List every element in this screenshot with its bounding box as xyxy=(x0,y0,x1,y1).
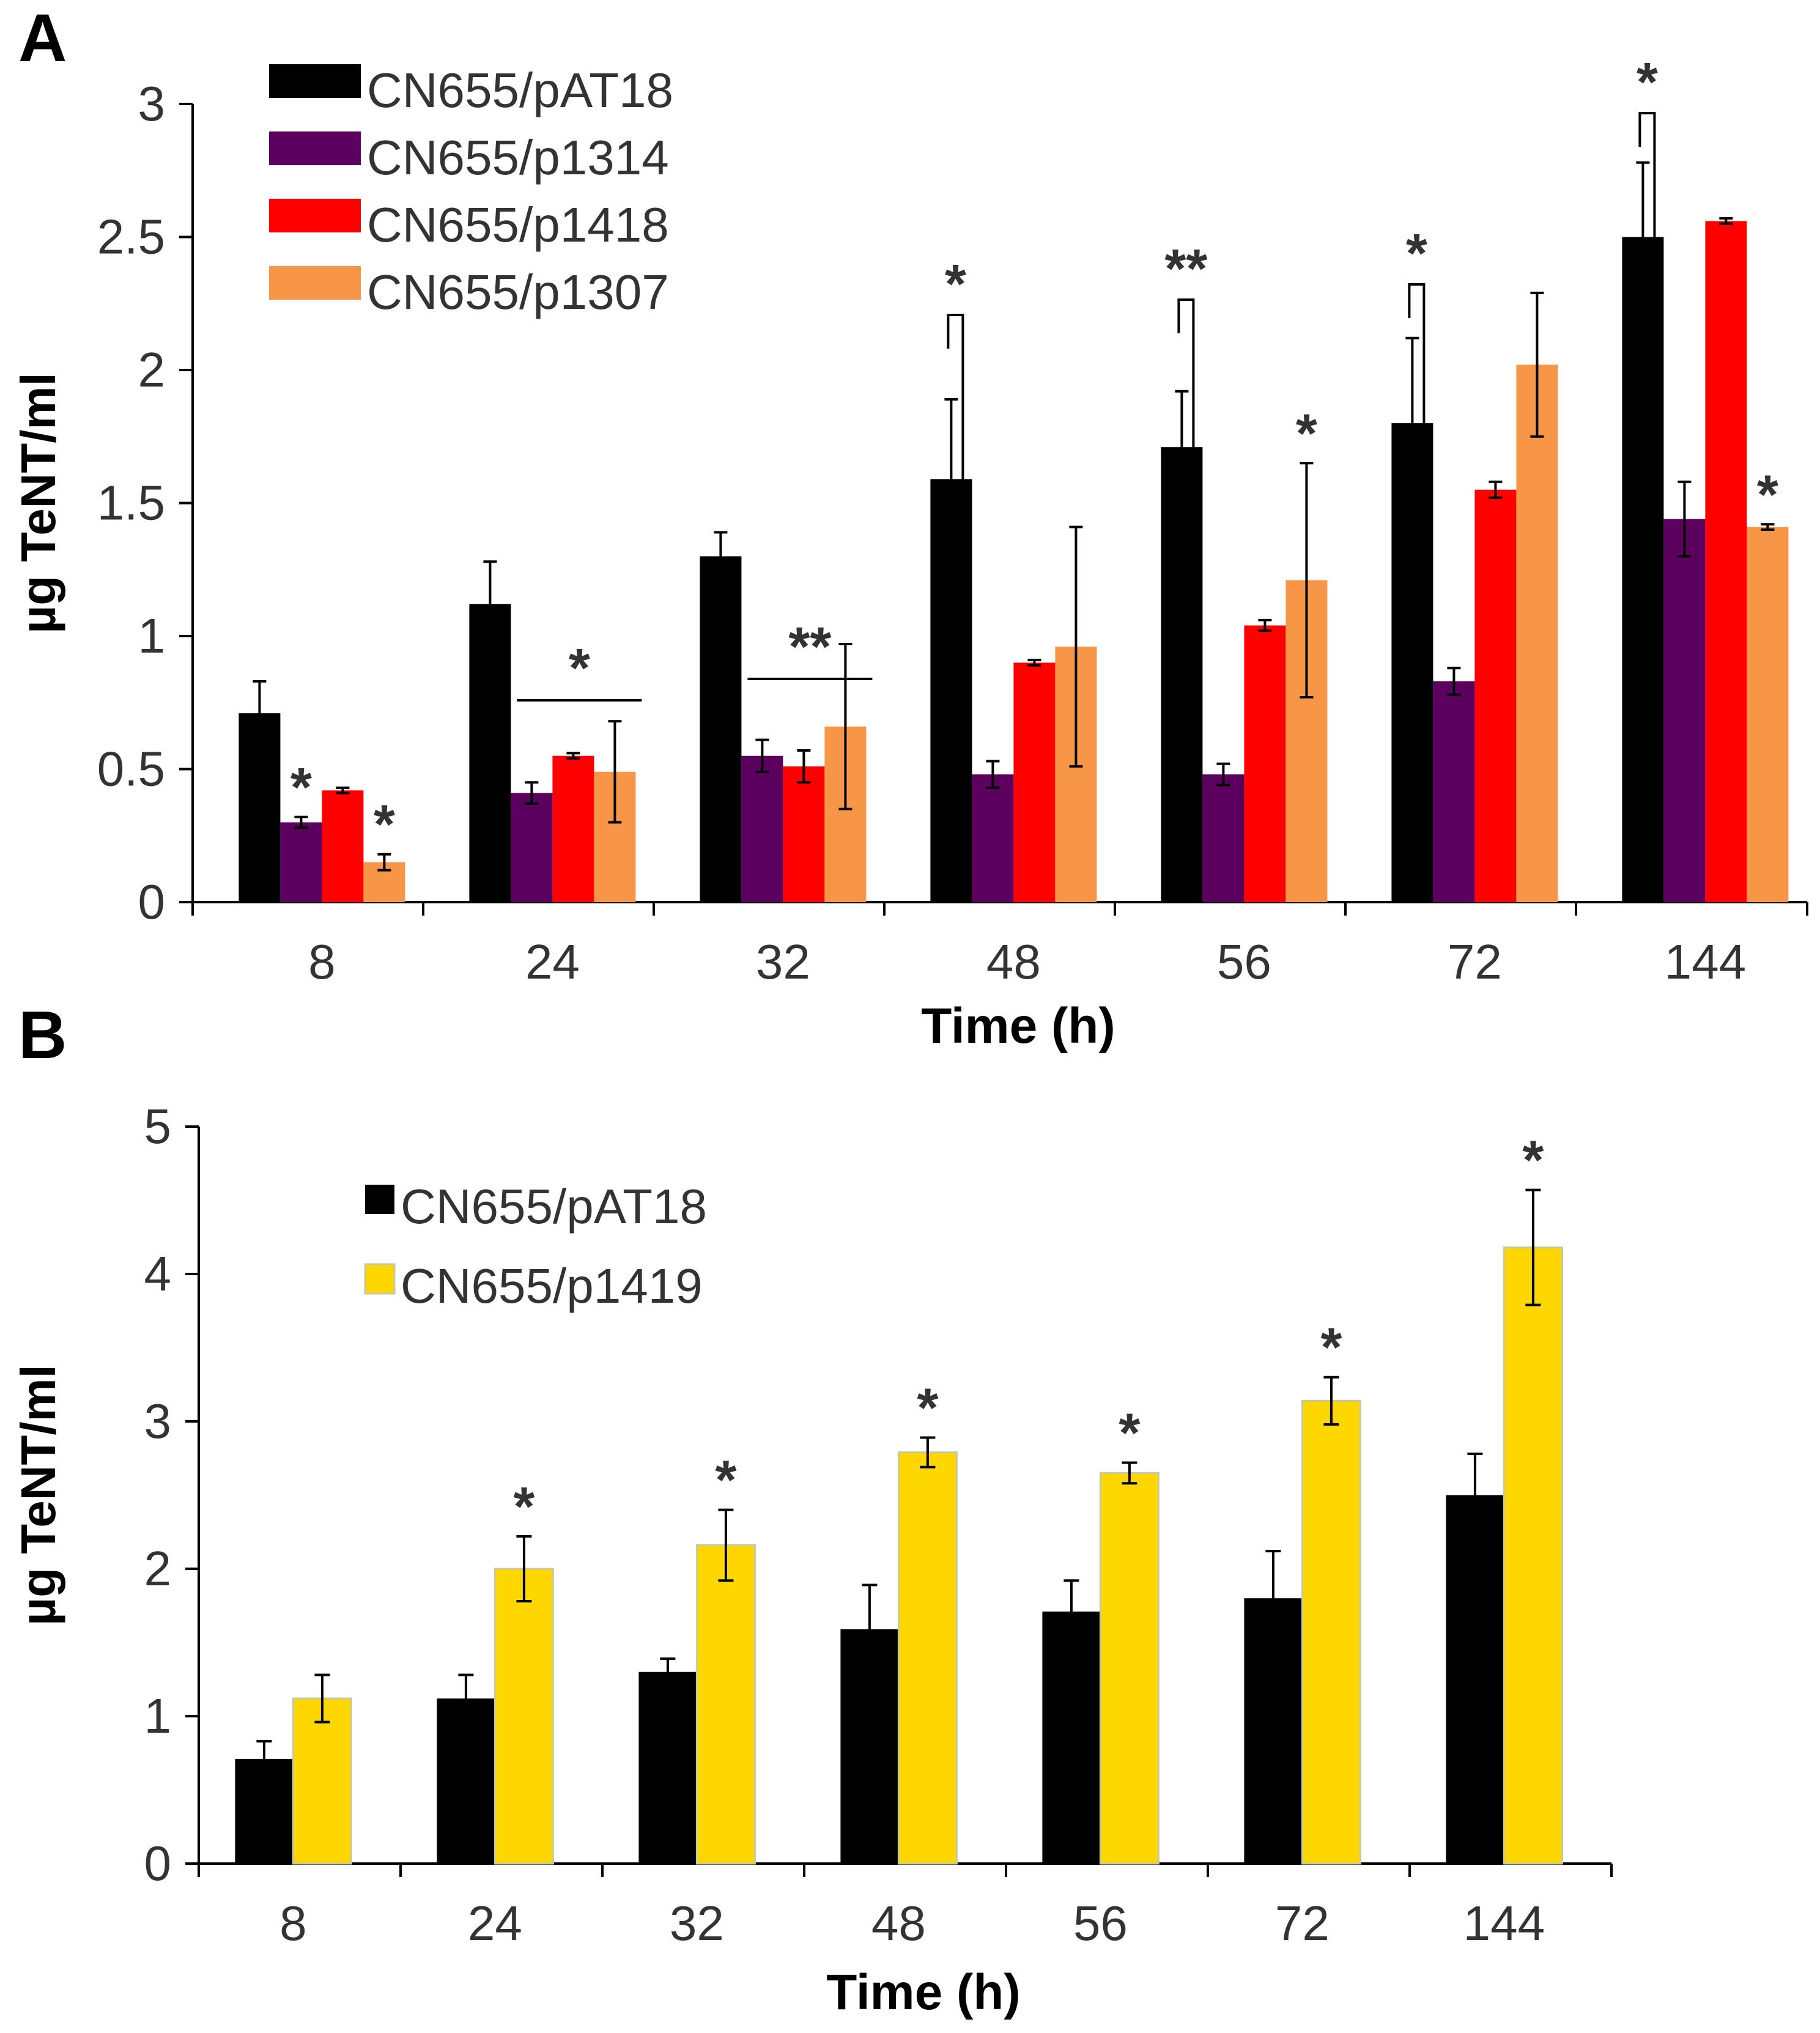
y-tick-label: 2.5 xyxy=(97,210,165,264)
significance-bracket xyxy=(947,314,964,752)
legend-swatch xyxy=(364,1263,396,1295)
legend-label: CN655/pAT18 xyxy=(367,63,673,117)
legend-label: CN655/pAT18 xyxy=(401,1179,707,1234)
legend-swatch xyxy=(365,1185,394,1214)
significance-bracket xyxy=(1638,112,1656,473)
bar xyxy=(1042,1611,1101,1864)
y-tick-label: 0.5 xyxy=(97,742,165,796)
y-tick-label: 0 xyxy=(138,875,166,929)
legend-swatch xyxy=(269,266,361,300)
bar xyxy=(1503,1246,1563,1865)
bar xyxy=(494,1568,554,1865)
bar xyxy=(1161,447,1203,902)
x-tick-label: 24 xyxy=(525,935,580,989)
bar xyxy=(1202,774,1245,902)
bar xyxy=(469,604,511,902)
y-tick-label: 5 xyxy=(144,1099,172,1154)
y-axis-title: µg TeNT/ml xyxy=(11,1365,65,1626)
x-tick-label: 72 xyxy=(1275,1896,1330,1950)
bar xyxy=(1446,1495,1504,1864)
bar xyxy=(783,766,825,902)
x-tick-label: 32 xyxy=(670,1896,724,1950)
bar xyxy=(280,822,322,902)
bar xyxy=(552,755,594,902)
panel-label-b: B xyxy=(18,998,67,1073)
significance-star: * xyxy=(1637,52,1658,113)
panel-label-a: A xyxy=(18,1,67,76)
y-tick-label: 1.5 xyxy=(97,476,165,530)
significance-star: * xyxy=(374,794,395,856)
chart-panel-b: 0 1 2 3 4 5 8 24 32 48 56 72 144 µg TeNT/ml Time (h) CN… xyxy=(11,1099,1613,2020)
y-axis-title: µg TeNT/ml xyxy=(11,372,65,634)
x-tick-label: 48 xyxy=(986,935,1041,989)
bar xyxy=(700,556,742,902)
significance-star: * xyxy=(1296,403,1317,464)
significance-star: * xyxy=(569,638,590,699)
bar xyxy=(1622,237,1664,902)
significance-star: * xyxy=(1522,1130,1544,1191)
bar xyxy=(437,1698,495,1864)
y-tick-label: 1 xyxy=(138,609,166,663)
x-tick-label: 8 xyxy=(279,1896,307,1950)
legend-swatch xyxy=(269,199,361,232)
legend-label: CN655/p1307 xyxy=(367,265,669,319)
bar xyxy=(1663,519,1706,902)
significance-star: * xyxy=(917,1378,938,1439)
y-tick-label: 2 xyxy=(138,343,166,397)
x-tick-label: 8 xyxy=(308,935,336,989)
bar xyxy=(972,774,1014,902)
bar xyxy=(1099,1472,1160,1865)
y-tick-label: 2 xyxy=(144,1541,172,1596)
x-tick-label: 72 xyxy=(1448,935,1502,989)
significance-star: * xyxy=(1119,1402,1140,1464)
bar xyxy=(1013,662,1056,902)
significance-star: ** xyxy=(788,617,831,678)
significance-bracket xyxy=(1408,283,1426,659)
bar xyxy=(322,790,364,902)
bar xyxy=(897,1451,958,1865)
bar xyxy=(1516,365,1558,902)
x-tick-label: 144 xyxy=(1665,935,1746,989)
x-axis-title: Time (h) xyxy=(826,1964,1020,2020)
y-tick-label: 3 xyxy=(138,76,166,131)
bar xyxy=(741,755,783,902)
bar xyxy=(1474,489,1517,902)
significance-star: * xyxy=(715,1450,736,1511)
bar xyxy=(511,793,553,902)
significance-star: * xyxy=(1757,464,1778,525)
bar xyxy=(695,1544,756,1865)
x-tick-label: 144 xyxy=(1463,1896,1545,1950)
legend-swatch xyxy=(269,131,361,165)
legend-label: CN655/p1418 xyxy=(367,198,669,252)
significance-bracket xyxy=(1177,298,1195,755)
x-axis-title: Time (h) xyxy=(921,998,1115,1054)
x-tick-label: 32 xyxy=(756,935,810,989)
y-tick-label: 0 xyxy=(144,1836,172,1890)
x-tick-label: 24 xyxy=(468,1896,522,1950)
bar xyxy=(292,1697,352,1865)
bar xyxy=(638,1672,697,1864)
y-tick-label: 1 xyxy=(144,1689,172,1743)
bar xyxy=(1705,221,1747,902)
y-tick-label: 3 xyxy=(144,1394,172,1448)
x-tick-label: 56 xyxy=(1217,935,1271,989)
legend-label: CN655/p1419 xyxy=(401,1259,703,1313)
bar xyxy=(1433,681,1475,902)
significance-star: ** xyxy=(1164,239,1207,300)
significance-star: * xyxy=(1320,1317,1342,1379)
legend-swatch xyxy=(269,64,361,98)
bar xyxy=(1747,527,1789,902)
chart-panel-a: 0 0.5 1 1.5 2 2.5 3 8 24 32 48 56 72 144 µg TeNT/ml Tim… xyxy=(11,52,1808,1054)
significance-star: * xyxy=(513,1476,535,1538)
significance-star: * xyxy=(945,254,966,315)
significance-star: * xyxy=(1406,223,1427,284)
y-tick-label: 4 xyxy=(144,1246,172,1301)
x-tick-label: 48 xyxy=(871,1896,926,1950)
x-tick-label: 56 xyxy=(1073,1896,1128,1950)
bar xyxy=(1301,1399,1361,1865)
significance-star: * xyxy=(290,757,312,818)
legend-label: CN655/p1314 xyxy=(367,130,669,185)
bar xyxy=(1244,625,1286,902)
